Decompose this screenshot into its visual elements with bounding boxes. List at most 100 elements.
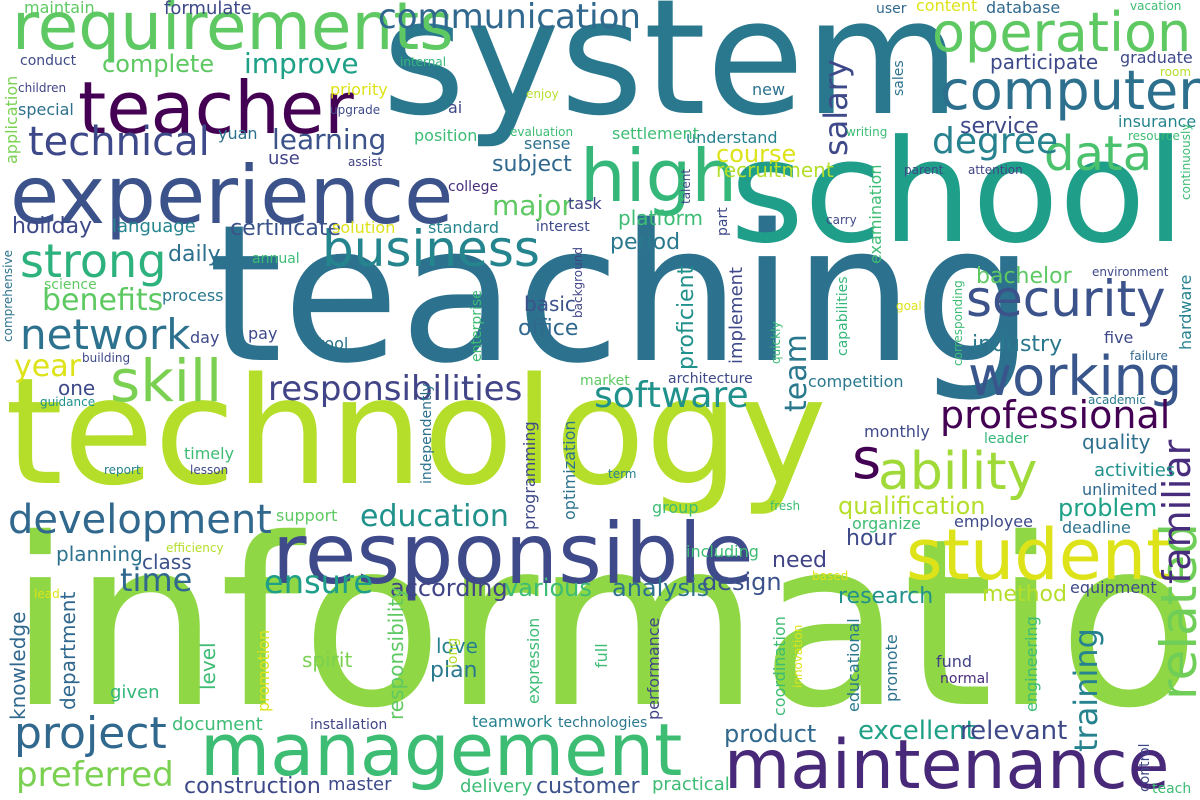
word: quickly — [769, 321, 783, 364]
word: implement — [726, 266, 747, 364]
word: comprehensive — [1, 250, 15, 342]
word: fund — [936, 652, 973, 671]
word: yuan — [218, 124, 258, 143]
word: according — [390, 574, 508, 602]
word: school — [730, 110, 1186, 275]
word: strong — [20, 234, 167, 288]
word: children — [18, 81, 67, 95]
word: term — [608, 467, 637, 481]
word: teaching — [208, 184, 1035, 405]
word: failure — [1130, 349, 1168, 363]
word: writing — [846, 125, 888, 139]
word: master — [328, 774, 392, 795]
word: graduate — [1120, 48, 1193, 67]
word: planning — [56, 542, 143, 566]
word: quality — [1082, 430, 1151, 454]
word: preferred — [16, 755, 174, 795]
word: qualification — [838, 492, 986, 520]
word: sense — [524, 134, 571, 153]
word: business — [322, 220, 540, 278]
word: installation — [310, 717, 388, 733]
word: expression — [524, 617, 543, 704]
word: office — [518, 316, 579, 341]
word: continuously — [1179, 123, 1193, 200]
word: teacher — [78, 66, 354, 150]
word: student — [906, 514, 1174, 596]
word: design — [702, 568, 782, 596]
word: document — [172, 714, 263, 735]
word: teamwork — [472, 712, 553, 731]
word: efficiency — [166, 541, 224, 555]
word: corresponding — [951, 280, 965, 366]
word: holiday — [12, 214, 93, 239]
word: department — [56, 591, 80, 710]
word: degree — [932, 121, 1059, 162]
word: academic — [1088, 393, 1146, 407]
word: given — [110, 682, 160, 703]
word: insurance — [1118, 112, 1197, 131]
word: complete — [102, 50, 215, 78]
word: tool — [318, 334, 349, 353]
word: content — [916, 0, 978, 15]
word: period — [610, 230, 681, 255]
word: product — [724, 720, 817, 748]
word: examination — [866, 164, 885, 264]
word: leader — [984, 431, 1029, 447]
word: technology — [5, 346, 827, 518]
word: market — [580, 373, 630, 389]
word: lead — [34, 587, 60, 601]
word: support — [276, 506, 338, 525]
word: plan — [430, 658, 478, 683]
word: s — [852, 427, 882, 492]
word: parent — [904, 163, 944, 177]
word: daily — [168, 242, 221, 267]
word: building — [82, 351, 131, 365]
word: activities — [1094, 460, 1176, 481]
word: basic — [524, 292, 576, 316]
word: room — [1160, 65, 1192, 79]
word: innovation — [791, 624, 805, 688]
word: software — [594, 375, 749, 416]
word: industry — [972, 332, 1063, 357]
word: certificate — [230, 216, 342, 241]
word: class — [142, 550, 192, 574]
word: hardware — [1176, 274, 1195, 350]
word: information — [8, 489, 1200, 759]
word: sales — [891, 60, 907, 96]
word: performance — [644, 617, 663, 720]
word: upgrade — [330, 103, 381, 117]
word: deadline — [1062, 518, 1131, 537]
word: vacation — [1130, 0, 1182, 13]
word: learning — [272, 123, 387, 156]
word: day — [190, 328, 220, 347]
word: carry — [826, 213, 857, 227]
word: ensure — [264, 563, 374, 601]
word: engineering — [1022, 616, 1041, 712]
word: enjoy — [526, 87, 559, 101]
word: maintain — [24, 0, 95, 17]
word: communication — [378, 0, 641, 37]
word: development — [8, 497, 272, 543]
word: system — [382, 0, 961, 151]
word: capabilities — [835, 276, 851, 356]
word: interest — [536, 219, 590, 235]
word: knowledge — [6, 611, 30, 720]
word: full — [592, 643, 611, 668]
word: standard — [428, 218, 499, 237]
word: hour — [846, 526, 897, 551]
word: time — [120, 561, 193, 599]
word: new — [752, 80, 786, 99]
word: long — [445, 637, 461, 668]
word: professional — [940, 393, 1171, 437]
word: network — [20, 310, 191, 359]
word: year — [14, 349, 81, 384]
word: education — [360, 499, 509, 534]
word: attention — [968, 163, 1023, 177]
word: conduct — [20, 53, 77, 69]
word: optimization — [560, 420, 579, 520]
word: group — [652, 498, 699, 517]
word: experience — [10, 149, 454, 242]
word: equipment — [1070, 578, 1157, 597]
word: maintenance — [724, 726, 1170, 800]
word: database — [986, 0, 1061, 17]
